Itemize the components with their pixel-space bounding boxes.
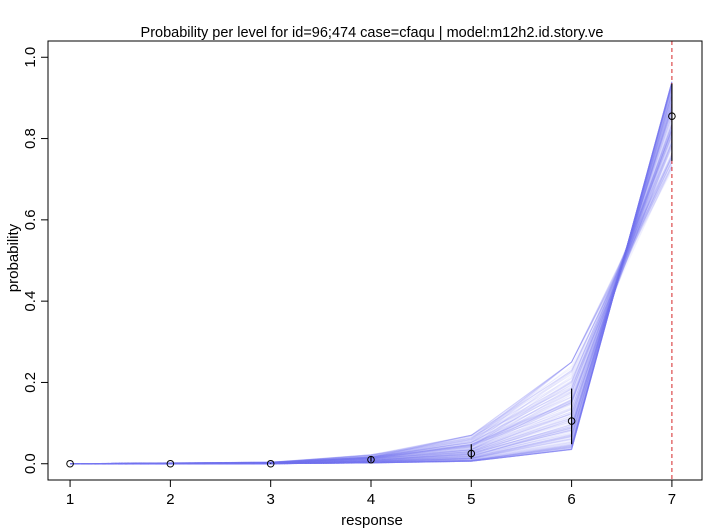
y-tick-label: 0.2 bbox=[22, 372, 39, 393]
posterior-line bbox=[70, 160, 673, 465]
point-marker bbox=[367, 455, 375, 464]
posterior-line bbox=[70, 161, 673, 465]
point-marker bbox=[266, 459, 275, 468]
x-axis: 1 2 3 4 5 6 7 bbox=[66, 480, 676, 508]
y-axis-title: probability bbox=[5, 223, 22, 292]
posterior-line bbox=[70, 152, 673, 465]
point-marker bbox=[166, 459, 175, 468]
posterior-line bbox=[70, 143, 673, 465]
posterior-line bbox=[70, 156, 673, 465]
y-tick-label: 0.0 bbox=[22, 453, 39, 474]
plot-frame bbox=[47, 40, 703, 481]
point-marker bbox=[66, 459, 74, 468]
posterior-line bbox=[70, 156, 673, 465]
posterior-line bbox=[70, 164, 673, 465]
posterior-line bbox=[70, 140, 673, 465]
posterior-line bbox=[70, 155, 673, 465]
posterior-line bbox=[70, 154, 673, 465]
posterior-line bbox=[70, 145, 673, 465]
x-tick-label: 3 bbox=[267, 491, 275, 508]
posterior-line bbox=[70, 157, 673, 465]
posterior-line bbox=[70, 147, 673, 465]
x-axis-title: response bbox=[341, 512, 403, 529]
posterior-line bbox=[70, 156, 673, 465]
posterior-line bbox=[70, 141, 673, 465]
posterior-line bbox=[70, 154, 673, 465]
posterior-line bbox=[70, 165, 673, 465]
posterior-line bbox=[70, 141, 673, 465]
posterior-line bbox=[70, 143, 673, 465]
posterior-line bbox=[70, 87, 673, 465]
posterior-line bbox=[70, 153, 673, 465]
y-tick-label: 0.6 bbox=[22, 209, 39, 230]
point-marker bbox=[567, 417, 576, 425]
x-tick-label: 1 bbox=[66, 491, 74, 508]
posterior-line bbox=[70, 161, 673, 465]
posterior-line bbox=[70, 138, 673, 465]
posterior-line bbox=[70, 141, 673, 465]
posterior-line bbox=[70, 152, 673, 465]
point-marker bbox=[668, 112, 676, 120]
posterior-line bbox=[70, 141, 673, 465]
posterior-line bbox=[70, 155, 673, 465]
posterior-line bbox=[70, 168, 673, 465]
posterior-line bbox=[70, 160, 673, 465]
posterior-line bbox=[70, 166, 673, 465]
x-tick-label: 5 bbox=[467, 491, 475, 508]
posterior-line bbox=[70, 146, 673, 465]
chart-title: Probability per level for id=96;474 case… bbox=[141, 25, 604, 41]
posterior-line bbox=[70, 166, 673, 465]
x-tick-label: 7 bbox=[668, 491, 676, 508]
posterior-line bbox=[70, 166, 673, 465]
y-tick-label: 1.0 bbox=[22, 47, 39, 68]
posterior-line bbox=[70, 156, 673, 465]
posterior-line bbox=[70, 136, 673, 465]
x-tick-label: 2 bbox=[166, 491, 174, 508]
posterior-line bbox=[70, 165, 673, 465]
y-tick-label: 0.4 bbox=[22, 291, 39, 312]
posterior-line bbox=[70, 160, 673, 465]
posterior-line bbox=[70, 170, 673, 465]
x-tick-label: 4 bbox=[367, 491, 375, 508]
posterior-line bbox=[70, 168, 673, 465]
posterior-line bbox=[70, 142, 673, 465]
posterior-line bbox=[70, 156, 673, 465]
posterior-line bbox=[70, 164, 673, 465]
posterior-line bbox=[70, 161, 673, 465]
posterior-line bbox=[70, 148, 673, 465]
posterior-lines bbox=[70, 81, 673, 465]
posterior-line bbox=[70, 142, 673, 465]
posterior-line bbox=[70, 137, 673, 465]
posterior-line bbox=[70, 161, 673, 465]
y-axis: 0.0 0.2 0.4 0.6 0.8 1.0 bbox=[22, 47, 48, 474]
point-marker bbox=[467, 449, 476, 458]
x-tick-label: 6 bbox=[567, 491, 575, 508]
posterior-line bbox=[70, 154, 673, 465]
y-tick-label: 0.8 bbox=[22, 128, 39, 149]
posterior-line bbox=[70, 158, 673, 465]
posterior-line bbox=[70, 144, 673, 465]
posterior-line bbox=[70, 141, 673, 465]
posterior-line bbox=[70, 86, 673, 465]
posterior-line bbox=[70, 165, 673, 465]
point-group bbox=[66, 112, 676, 468]
posterior-line bbox=[70, 143, 673, 465]
posterior-line bbox=[70, 160, 673, 465]
posterior-line bbox=[70, 145, 673, 465]
posterior-line bbox=[70, 145, 673, 465]
posterior-line bbox=[70, 157, 673, 465]
